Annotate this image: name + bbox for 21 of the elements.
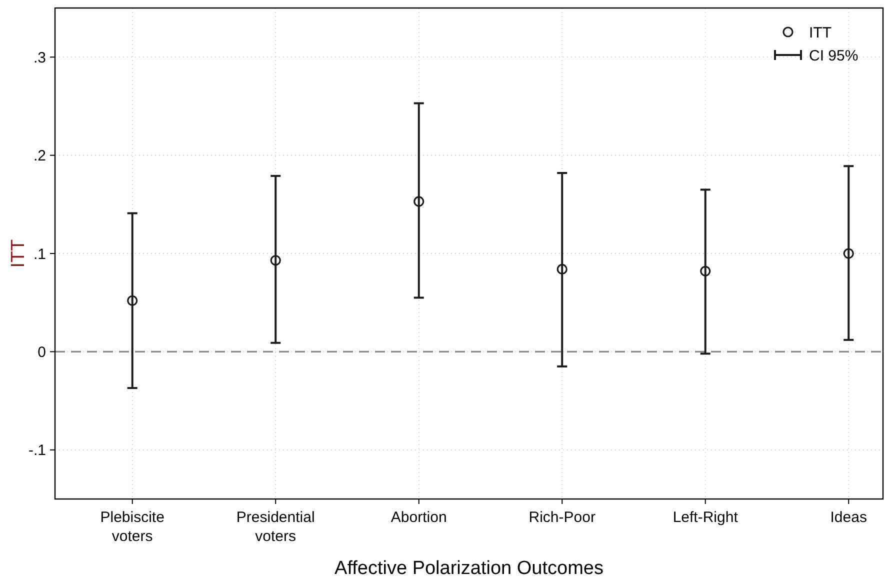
x-tick-label: Left-Right — [672, 509, 739, 526]
point — [127, 295, 138, 306]
y-tick-label: .2 — [33, 148, 46, 165]
point — [414, 196, 424, 207]
point — [700, 266, 711, 276]
legend-label: ITT — [809, 24, 832, 42]
point — [270, 255, 281, 266]
y-tick-label: 0 — [38, 344, 46, 361]
x-tick-label: Abortion — [390, 509, 447, 526]
y-tick-label: .3 — [33, 49, 46, 66]
x-tick-label: Presidential voters — [236, 509, 315, 545]
y-tick-label: -.1 — [28, 442, 46, 460]
x-tick-label: Plebiscite voters — [100, 509, 164, 545]
point — [843, 248, 854, 259]
x-axis-title: Affective Polarization Outcomes — [334, 558, 604, 579]
y-axis-title: ITT — [8, 238, 29, 268]
y-tick-label: .1 — [33, 246, 46, 263]
x-tick-label: Ideas — [830, 509, 867, 526]
annotation: CI 95% — [809, 47, 858, 64]
x-tick-label: Rich-Poor — [528, 509, 596, 526]
point — [556, 264, 568, 275]
